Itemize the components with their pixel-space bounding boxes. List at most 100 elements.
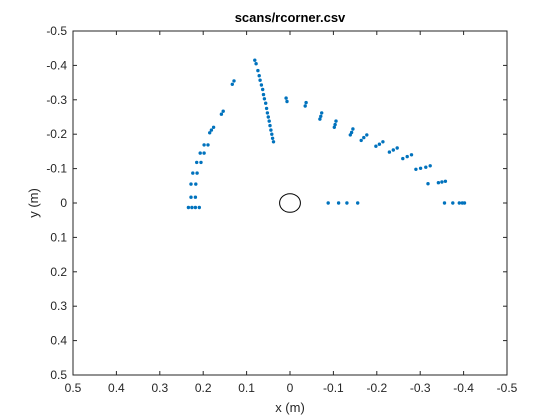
y-axis-label: y (m): [26, 188, 41, 218]
scan-point: [202, 143, 206, 147]
scan-point: [426, 182, 430, 186]
y-tick-label: 0: [60, 196, 67, 210]
scan-point: [462, 201, 467, 205]
y-tick-label: 0.3: [50, 299, 67, 313]
scan-point: [190, 205, 194, 210]
scan-point: [264, 101, 268, 105]
x-tick-label: -0.5: [497, 381, 518, 395]
scan-point: [318, 117, 322, 121]
scan-point: [359, 138, 363, 143]
scan-point: [377, 142, 382, 146]
scan-point: [191, 171, 195, 175]
scan-point: [267, 119, 271, 123]
scan-point: [198, 151, 202, 155]
scan-point: [440, 180, 444, 184]
scan-point: [387, 150, 392, 154]
scan-point: [319, 114, 323, 119]
scan-point: [264, 106, 269, 111]
scan-point: [304, 100, 308, 105]
scan-point: [193, 195, 198, 199]
x-tick-label: -0.1: [323, 381, 344, 395]
x-tick-label: -0.2: [366, 381, 387, 395]
scan-point: [442, 201, 447, 205]
scan-point: [230, 82, 234, 87]
scan-point: [332, 125, 336, 129]
x-tick-label: 0: [287, 381, 294, 395]
scan-point: [428, 164, 432, 168]
scan-point: [266, 115, 270, 119]
scan-point: [269, 128, 273, 132]
scan-point: [270, 136, 275, 140]
y-tick-label: -0.4: [46, 58, 67, 72]
scan-point: [381, 140, 385, 144]
x-axis-label: x (m): [275, 400, 305, 415]
x-tick-label: 0.2: [195, 381, 212, 395]
scan-point: [424, 165, 428, 169]
plot-box: [72, 30, 508, 376]
scan-point: [303, 104, 307, 108]
scan-point: [206, 143, 210, 147]
scan-point: [336, 201, 341, 205]
y-tick-label: 0.4: [50, 334, 67, 348]
scan-point: [265, 111, 270, 115]
scan-point: [284, 96, 288, 100]
x-tick-label: -0.4: [453, 381, 474, 395]
scan-point: [401, 156, 405, 161]
scan-point: [374, 144, 378, 148]
x-tick-label: 0.3: [151, 381, 168, 395]
scan-point: [351, 127, 355, 131]
chart-title: scans/rcorner.csv: [235, 10, 346, 25]
scan-point: [345, 201, 349, 205]
y-tick-label: -0.3: [46, 93, 67, 107]
y-tick-label: -0.1: [46, 162, 67, 176]
scan-point: [451, 201, 455, 205]
y-tick-label: -0.5: [46, 24, 67, 38]
scan-point: [257, 74, 261, 78]
y-tick-label: 0.1: [50, 230, 67, 244]
scan-point: [189, 195, 193, 199]
scan-point: [186, 205, 191, 210]
scan-point: [221, 109, 225, 113]
scan-point: [395, 146, 399, 150]
scan-point: [208, 131, 212, 135]
scan-point: [254, 62, 258, 66]
y-tick-label: 0.5: [50, 368, 67, 382]
scan-point: [195, 160, 199, 165]
scan-point: [194, 182, 198, 186]
y-tick-label: 0.2: [50, 265, 67, 279]
scan-point: [258, 78, 262, 82]
scan-point: [197, 205, 201, 210]
scan-point: [189, 182, 193, 186]
scan-point: [348, 133, 352, 137]
scan-point: [457, 201, 461, 205]
scan-point: [356, 201, 360, 205]
scan-point: [202, 151, 206, 155]
scan-point: [418, 166, 423, 170]
x-tick-label: -0.3: [410, 381, 431, 395]
scan-point: [271, 140, 276, 144]
scan-point: [405, 154, 409, 159]
scan-point: [391, 148, 395, 152]
scan-point: [334, 119, 338, 123]
points-layer: [186, 58, 467, 210]
scan-point: [219, 112, 224, 116]
scan-point: [365, 133, 369, 137]
robot-marker: [279, 193, 301, 213]
scan-point: [436, 181, 441, 185]
scan-point: [193, 205, 198, 210]
scan-point: [320, 111, 324, 115]
scan-point: [326, 201, 330, 205]
y-tick-label: -0.2: [46, 127, 67, 141]
scan-point: [268, 123, 272, 128]
scan-point: [211, 125, 216, 129]
scan-point: [195, 171, 199, 175]
scan-point: [262, 97, 267, 101]
scan-point: [259, 83, 264, 87]
scan-point: [199, 160, 203, 165]
scan-point: [256, 68, 260, 73]
scan-point: [209, 128, 214, 132]
scan-point: [443, 179, 448, 183]
scan-point: [261, 87, 265, 92]
